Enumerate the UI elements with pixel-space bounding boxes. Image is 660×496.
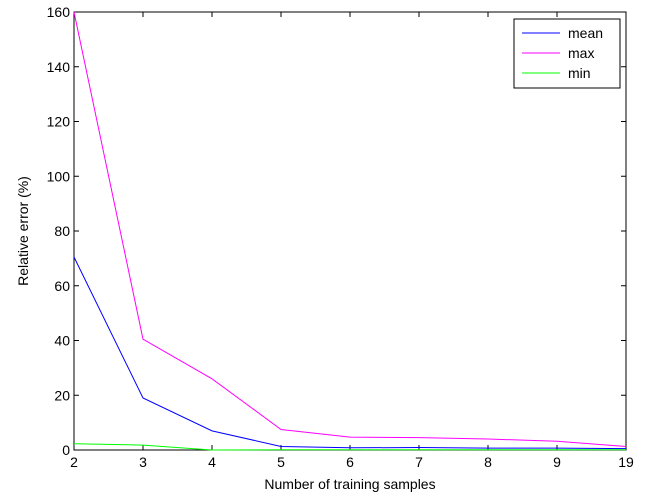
legend-label-max: max xyxy=(568,45,594,61)
x-tick-label: 9 xyxy=(553,454,561,470)
y-tick-label: 0 xyxy=(62,442,70,458)
axis-ticks: 2 3 4 5 6 7 8 9 19 0 20 40 60 80 100 120 140 160 xyxy=(47,4,634,470)
y-tick-label: 60 xyxy=(54,278,70,294)
x-tick-label: 4 xyxy=(208,454,216,470)
x-tick-label: 7 xyxy=(415,454,423,470)
y-tick-label: 160 xyxy=(47,4,71,20)
series-line-min xyxy=(73,443,626,451)
legend: mean max min xyxy=(513,18,621,89)
y-tick-label: 40 xyxy=(54,333,70,349)
series-line-max xyxy=(73,11,627,447)
legend-label-mean: mean xyxy=(568,25,603,41)
x-axis-label: Number of training samples xyxy=(264,476,435,492)
x-tick-label: 8 xyxy=(484,454,492,470)
series-lines xyxy=(73,11,627,451)
y-tick-label: 80 xyxy=(54,223,70,239)
y-tick-label: 120 xyxy=(47,114,71,130)
series-line-mean xyxy=(73,256,627,450)
legend-label-min: min xyxy=(568,65,591,81)
y-tick-label: 140 xyxy=(47,59,71,75)
x-tick-label: 2 xyxy=(70,454,78,470)
x-tick-label: 19 xyxy=(618,454,634,470)
x-tick-label: 3 xyxy=(139,454,147,470)
y-tick-label: 20 xyxy=(54,387,70,403)
x-tick-label: 5 xyxy=(277,454,285,470)
y-axis-label: Relative error (%) xyxy=(15,176,31,286)
y-tick-label: 100 xyxy=(47,168,71,184)
x-tick-label: 6 xyxy=(346,454,354,470)
